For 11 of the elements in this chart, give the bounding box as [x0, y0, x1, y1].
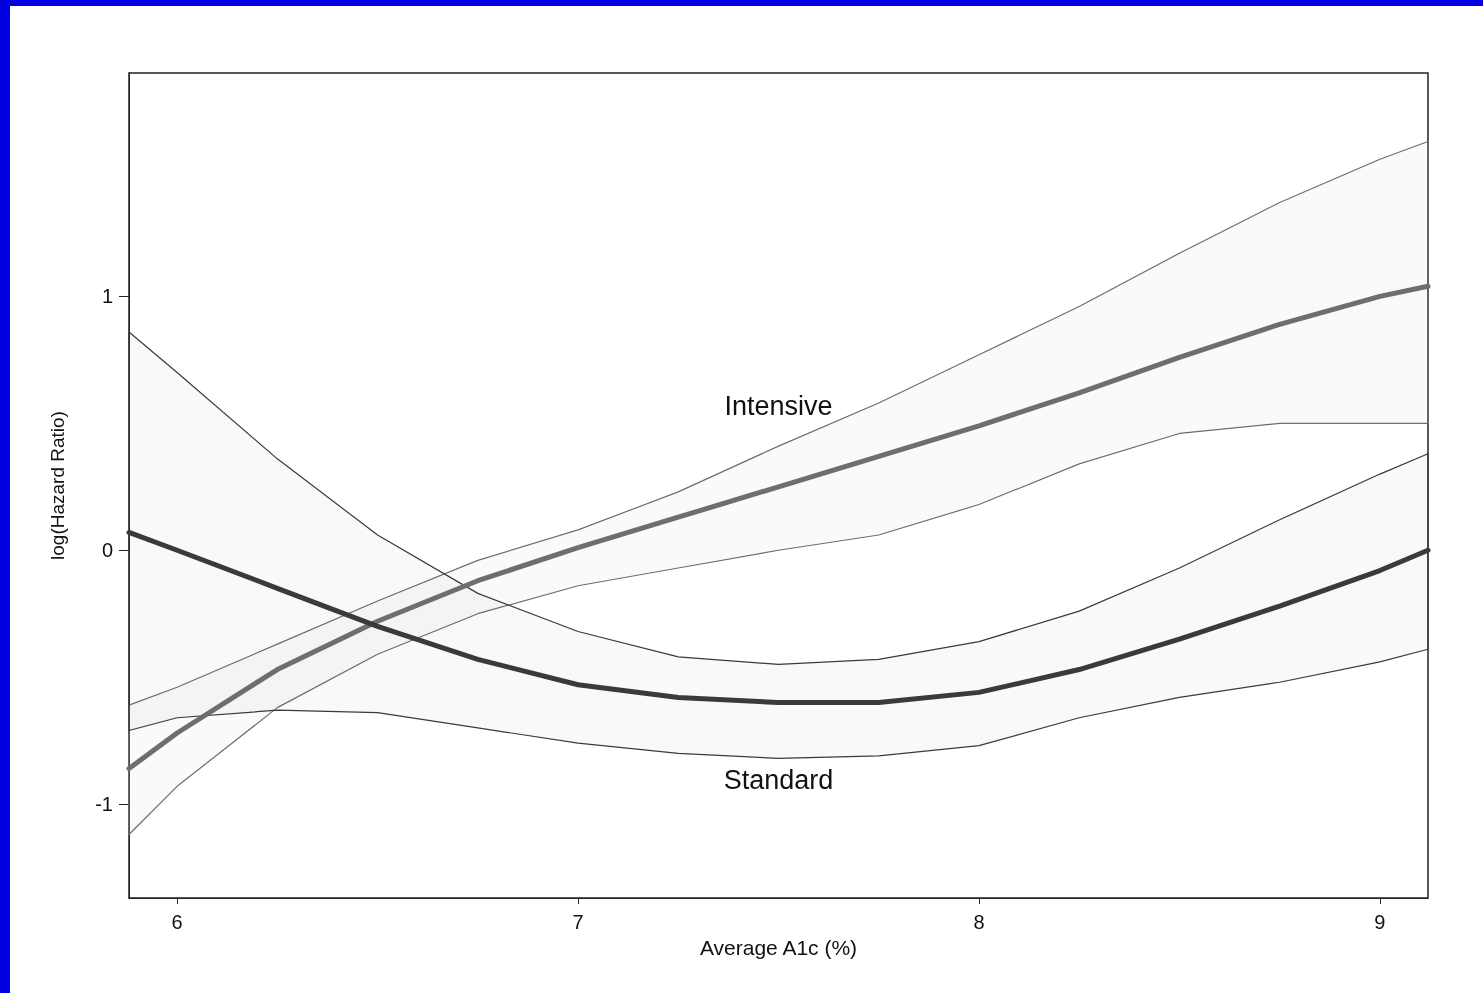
x-tick-label: 8 — [973, 911, 985, 933]
y-tick-label: 1 — [101, 285, 113, 308]
x-tick-label: 6 — [171, 911, 183, 933]
annotation: Intensive — [724, 391, 833, 422]
annotation: Standard — [723, 765, 834, 796]
y-tick-label: -1 — [95, 793, 113, 816]
x-tick-label: 7 — [572, 911, 584, 933]
y-axis-title: log(Hazard Ratio) — [47, 411, 68, 560]
y-tick-label: 0 — [101, 539, 113, 562]
x-axis-title: Average A1c (%) — [699, 935, 858, 959]
x-tick-label: 9 — [1374, 911, 1386, 933]
